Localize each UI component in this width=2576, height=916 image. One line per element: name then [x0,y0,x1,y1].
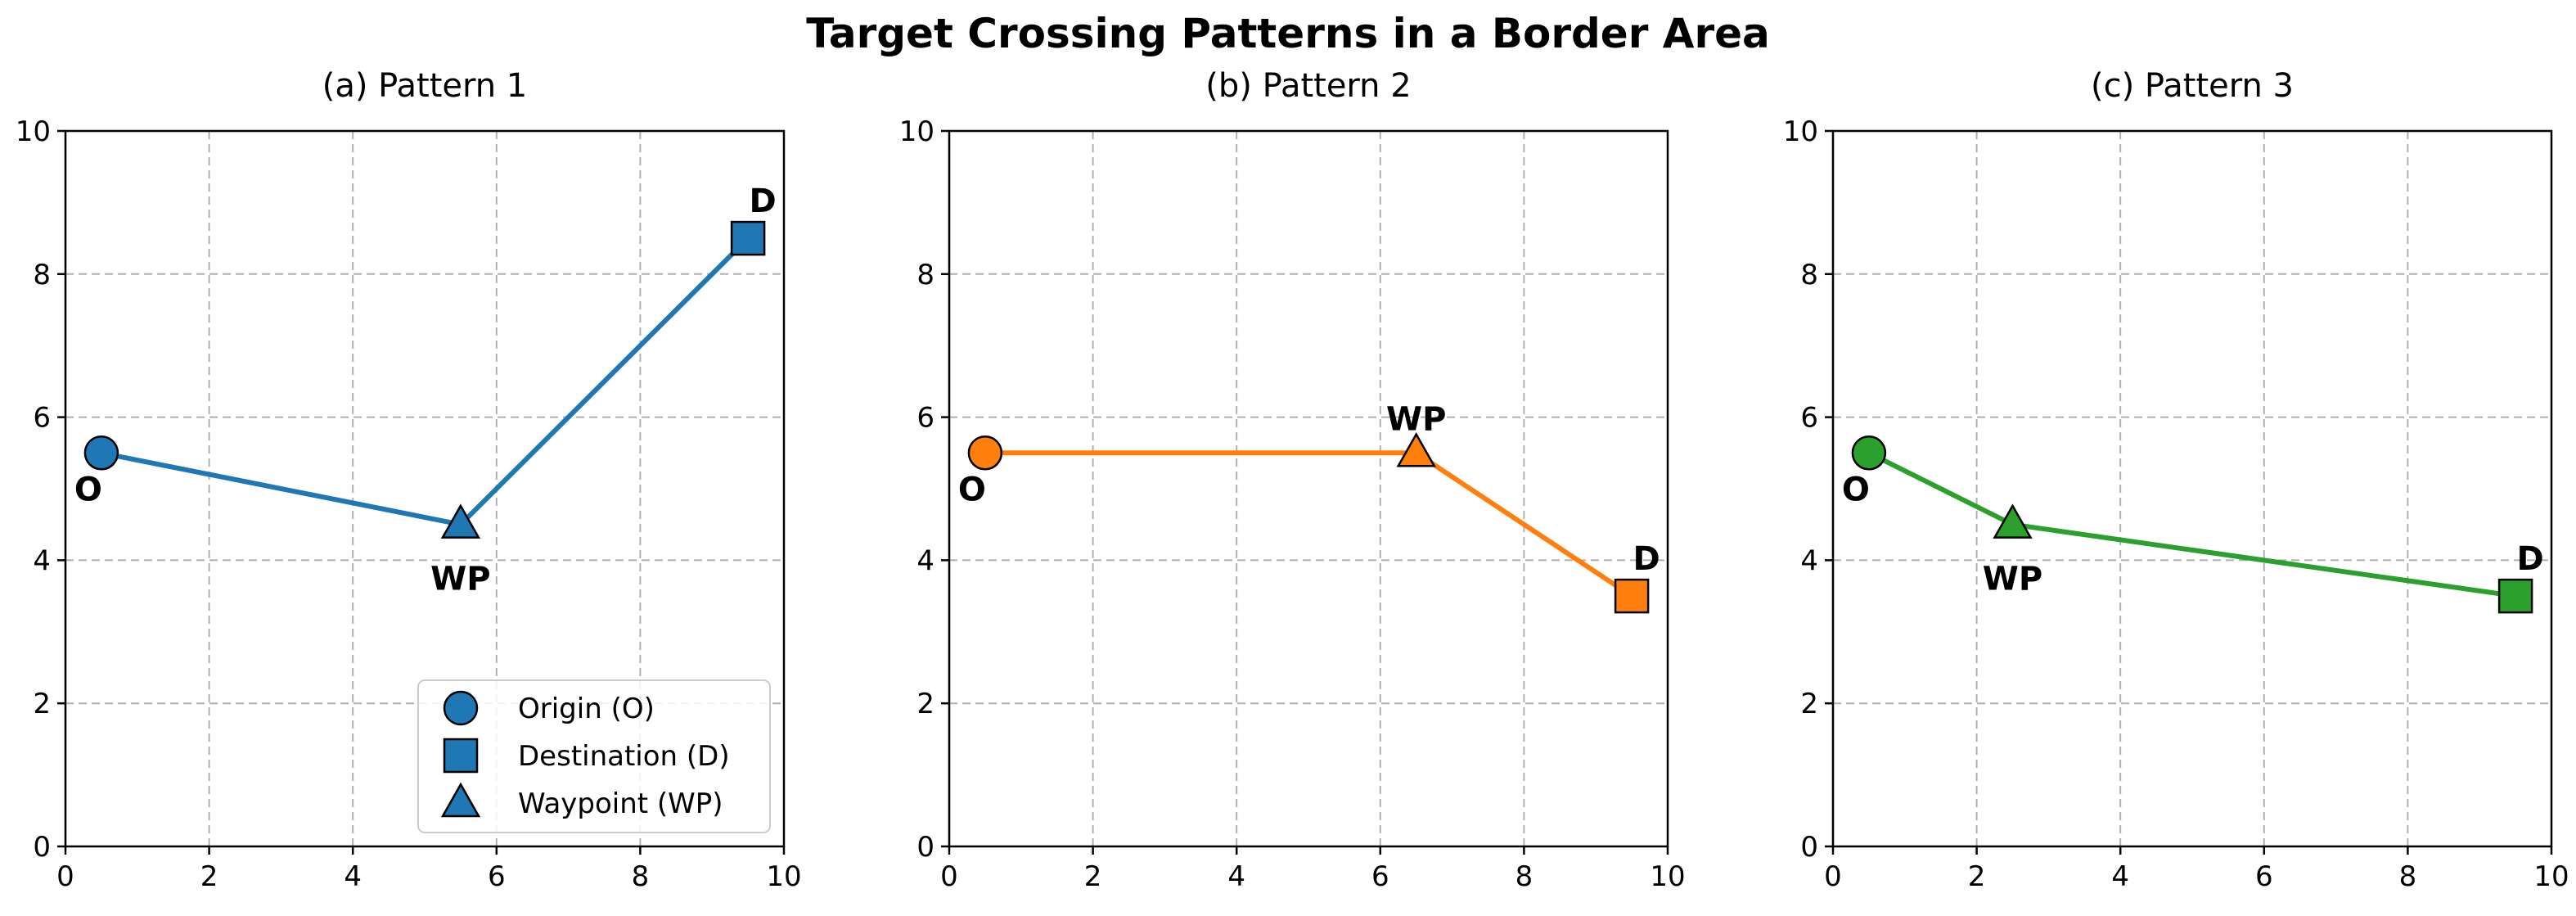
x-tick-label: 8 [632,860,650,893]
origin-label: O [1842,471,1870,508]
grid [1833,131,2551,846]
legend-entry-label: Origin (O) [518,693,655,725]
y-tick-label: 8 [33,259,51,291]
series [83,220,766,539]
y-tick-label: 10 [1783,115,1818,148]
destination-marker [1614,578,1650,614]
x-tick-label: 2 [200,860,218,893]
y-tick-label: 6 [916,402,934,435]
legend-entry-label: Waypoint (WP) [518,787,723,820]
tick-labels: 0 2 4 6 8 10 0 2 4 6 8 10 [1783,115,2569,893]
point-labels: O WP D [958,400,1660,578]
origin-marker [967,435,1003,471]
x-tick-label: 4 [2111,860,2129,893]
x-tick-label: 10 [2533,860,2569,893]
destination-label: D [2516,540,2543,578]
destination-marker [2497,578,2533,614]
point-labels: O WP D [74,183,777,598]
waypoint-marker [440,503,481,539]
crossing-path-line [101,236,750,527]
panel-title: (b) Pattern 2 [1205,67,1411,105]
x-tick-label: 0 [56,860,74,893]
x-tick-label: 10 [1650,860,1685,893]
tick-labels: 0 2 4 6 8 10 0 2 4 6 8 10 [899,115,1686,893]
destination-label: D [749,183,776,220]
origin-marker [1851,435,1887,471]
y-tick-label: 2 [916,688,934,720]
x-tick-label: 2 [1968,860,1986,893]
y-tick-label: 0 [1800,831,1818,864]
x-tick-label: 6 [2255,860,2273,893]
figure-title: Target Crossing Patterns in a Border Are… [806,10,1770,57]
y-tick-label: 0 [33,831,51,864]
x-tick-label: 0 [940,860,958,893]
waypoint-label: WP [430,561,490,598]
y-tick-label: 4 [1800,544,1818,577]
x-tick-label: 6 [1371,860,1389,893]
origin-marker [83,435,119,471]
y-tick-label: 4 [916,544,934,577]
x-tick-label: 4 [344,860,362,893]
legend: Origin (O) Destination (D) Waypoint (WP) [417,679,771,833]
y-tick-label: 6 [33,402,51,435]
legend-triangle-marker [440,782,481,818]
y-tick-label: 0 [916,831,934,864]
waypoint-label: WP [1983,561,2042,598]
panel-a: (a) Pattern 1 O WP D 0 2 4 6 8 10 0 2 4 6 8 10 Origin… [16,67,802,893]
grid [949,131,1668,846]
y-tick-label: 10 [16,115,51,148]
legend-entry-label: Destination (D) [518,740,730,773]
destination-label: D [1633,540,1660,578]
x-tick-label: 0 [1824,860,1842,893]
y-tick-label: 4 [33,544,51,577]
y-tick-label: 8 [1800,259,1818,291]
waypoint-label: WP [1386,400,1446,438]
x-tick-label: 2 [1084,860,1102,893]
y-tick-label: 2 [33,688,51,720]
x-tick-label: 10 [766,860,801,893]
waypoint-marker [1993,503,2033,539]
x-tick-label: 6 [488,860,506,893]
panel-c: (c) Pattern 3 O WP D 0 2 4 6 8 10 0 2 4 6 8 10 [1783,67,2569,893]
axes-frame [948,129,1669,848]
waypoint-marker [1396,431,1436,467]
axes-frame [1831,129,2553,848]
y-tick-label: 10 [899,115,934,148]
y-tick-label: 2 [1800,688,1818,720]
panel-title: (a) Pattern 1 [322,67,528,105]
origin-label: O [74,471,102,508]
tick-labels: 0 2 4 6 8 10 0 2 4 6 8 10 [16,115,802,893]
destination-marker [730,220,766,256]
panel-title: (c) Pattern 3 [2091,67,2294,105]
legend-square-marker [443,738,479,774]
x-tick-label: 4 [1227,860,1245,893]
series [967,431,1650,614]
point-labels: O WP D [1842,471,2544,598]
legend-circle-marker [443,690,479,726]
x-tick-label: 8 [2399,860,2417,893]
panel-b: (b) Pattern 2 O WP D 0 2 4 6 8 10 0 2 4 6 8 10 [899,67,1686,893]
y-tick-label: 6 [1800,402,1818,435]
legend-box [417,679,771,833]
crossing-path-line [1867,450,2516,599]
axes-frame [64,129,786,848]
y-tick-label: 8 [916,259,934,291]
x-tick-label: 8 [1515,860,1533,893]
series [1851,435,2533,614]
origin-label: O [958,471,986,508]
crossing-path-line [984,450,1633,598]
